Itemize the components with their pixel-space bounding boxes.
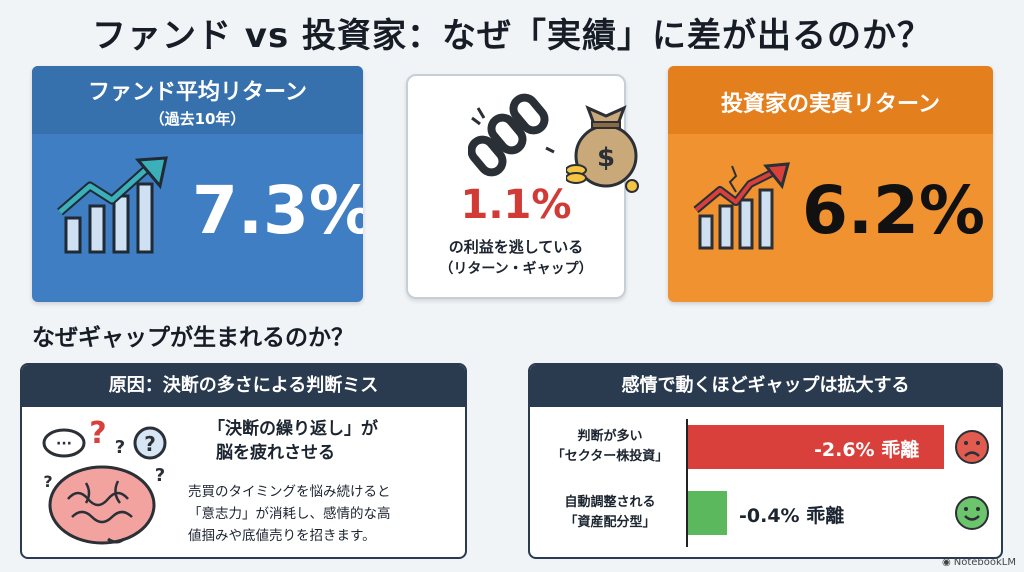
return-gap-subcaption: （リターン・ギャップ） [439,261,593,277]
row-label-allocation-line1: 自動調整される [564,495,656,510]
investor-return-card: 投資家の実質リターン 6.2% [668,66,993,302]
investor-card-title: 投資家の実質リターン [668,66,993,134]
bar-chart-up-icon [54,156,174,260]
cause-quote: 「決断の繰り返し」が 脳を疲れさせる [208,417,378,465]
notebooklm-logo-icon: ◉ [942,557,951,568]
bar-allocation-label: -0.4% 乖離 [739,505,845,527]
fund-card-header: ファンド平均リターン （過去10年） [32,66,363,134]
cause-body: 売買のタイミングを悩み続けると 「意志力」が消耗し、感情的な高 値掴みや底値売り… [188,481,456,547]
bar-sector [688,425,944,469]
return-gap-value: 1.1% [460,182,572,228]
emotion-panel-header: 感情で動くほどギャップは拡大する [530,365,1001,407]
page-title: ファンド vs 投資家：なぜ「実績」に差が出るのか？ [91,16,933,56]
bar-allocation [688,491,727,535]
section-title: なぜギャップが生まれるのか？ [32,325,354,351]
cause-body-line2: 「意志力」が消耗し、感情的な高 [188,506,391,522]
footer-brand: ◉ NotebookLM [942,557,1016,568]
broken-chain-icon [467,90,558,184]
row-label-sector-line2: 「セクター株投資」 [551,449,669,464]
svg-text:?: ? [155,465,165,486]
svg-text:···: ··· [56,436,72,452]
svg-text:$: $ [597,143,615,173]
svg-text:?: ? [115,437,125,458]
brain-question-icon: ··· ? ? ? ? ? [38,413,178,557]
happy-face-icon [954,495,990,535]
cause-panel: 原因：決断の多さによる判断ミス ··· ? ? ? ? ? 「決断の繰り返し」が… [20,363,467,559]
sad-face-icon [954,429,990,469]
svg-text:?: ? [144,432,156,456]
fund-card-title: ファンド平均リターン [88,80,307,105]
fund-card-subtitle: （過去10年） [149,110,246,128]
return-gap-caption: の利益を逃している [448,238,584,256]
svg-text:?: ? [89,416,106,451]
row-label-allocation-line2: 「資産配分型」 [564,515,656,530]
row-label-sector: 判断が多い 「セクター株投資」 [540,427,680,467]
return-gap-card: $ 1.1% の利益を逃している （リターン・ギャップ） [406,74,639,299]
footer-text: NotebookLM [953,557,1016,568]
fund-return-value: 7.3% [192,172,363,249]
cause-body-line1: 売買のタイミングを悩み続けると [188,484,391,500]
emotion-panel: 感情で動くほどギャップは拡大する 判断が多い 「セクター株投資」 -2.6% 乖… [528,363,1003,559]
row-label-sector-line1: 判断が多い [577,429,643,444]
row-label-allocation: 自動調整される 「資産配分型」 [540,493,680,533]
cracked-bar-chart-icon [692,162,792,256]
svg-text:?: ? [43,472,52,491]
cause-panel-header: 原因：決断の多さによる判断ミス [22,365,465,407]
investor-return-value: 6.2% [802,172,986,249]
cause-quote-line2: 脳を疲れさせる [216,443,335,463]
bar-sector-label: -2.6% 乖離 [814,439,920,461]
fund-return-card: ファンド平均リターン （過去10年） 7.3% [32,66,363,302]
cause-body-line3: 値掴みや底値売りを招きます。 [188,528,376,544]
bar-axis [686,419,688,547]
money-bag-icon: $ [565,94,646,198]
cause-quote-line1: 「決断の繰り返し」が [208,419,378,439]
